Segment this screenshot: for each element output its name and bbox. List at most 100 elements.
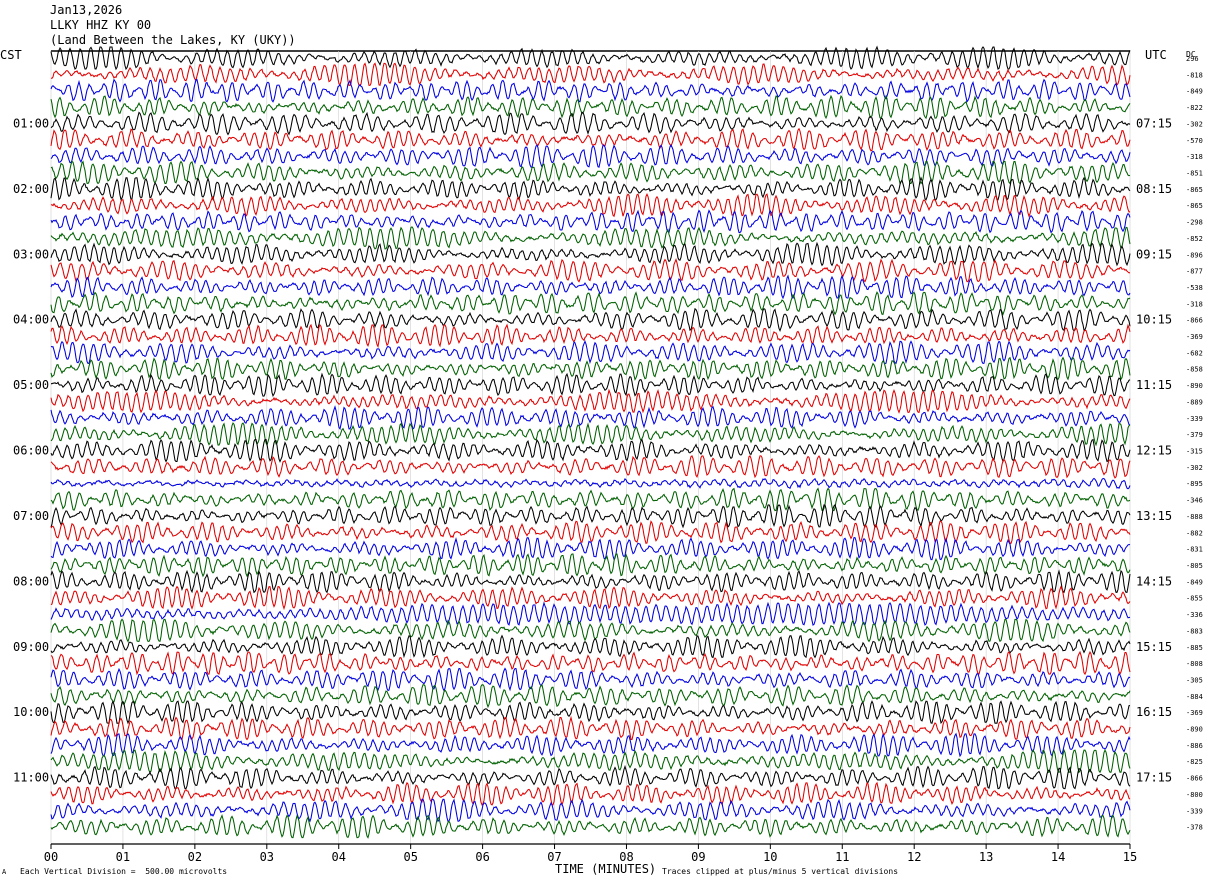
trace-line	[50, 536, 1131, 561]
trace-line	[50, 601, 1131, 627]
right-hour-label: 13:15	[1136, 509, 1172, 523]
left-hour-label: 04:00	[13, 313, 49, 327]
x-tick-label: 12	[907, 850, 921, 864]
trace-line	[50, 160, 1131, 185]
dc-offset-label: -369	[1186, 333, 1203, 341]
trace-line	[50, 764, 1131, 790]
trace-line	[50, 732, 1131, 758]
dc-offset-label: -889	[1186, 398, 1203, 406]
trace-line	[50, 814, 1131, 839]
dc-offset-label: -886	[1186, 742, 1203, 750]
dc-offset-label: -866	[1186, 317, 1203, 325]
dc-offset-label: -538	[1186, 284, 1203, 292]
trace-line	[50, 176, 1131, 201]
chart-title-date: Jan13,2026	[50, 3, 123, 17]
x-tick-label: 11	[835, 850, 849, 864]
trace-line	[50, 438, 1131, 463]
trace-line	[50, 127, 1131, 152]
dc-offset-label: -895	[1186, 480, 1203, 488]
trace-line	[50, 477, 1131, 490]
x-tick-label: 13	[979, 850, 993, 864]
trace-line	[50, 144, 1131, 169]
left-hour-label: 02:00	[13, 182, 49, 196]
x-tick-label: 04	[331, 850, 345, 864]
trace-line	[50, 62, 1131, 87]
dc-offset-label: -305	[1186, 677, 1203, 685]
trace-line	[50, 520, 1131, 544]
dc-offset-label: -369	[1186, 709, 1203, 717]
trace-line	[50, 226, 1131, 250]
dc-offset-label: -379	[1186, 431, 1203, 439]
right-timezone-label: UTC	[1145, 48, 1167, 62]
right-hour-label: 15:15	[1136, 640, 1172, 654]
x-tick-label: 09	[691, 850, 705, 864]
dc-offset-label: -825	[1186, 758, 1203, 766]
right-hour-label: 12:15	[1136, 444, 1172, 458]
trace-line	[50, 650, 1131, 676]
trace-line	[50, 455, 1131, 479]
dc-offset-label: -882	[1186, 529, 1203, 537]
dc-offset-label: -298	[1186, 219, 1203, 227]
x-tick-label: 03	[260, 850, 274, 864]
trace-line	[50, 715, 1131, 741]
dc-offset-label: -890	[1186, 726, 1203, 734]
trace-line	[50, 241, 1131, 267]
left-hour-label: 10:00	[13, 705, 49, 719]
right-hour-label: 11:15	[1136, 378, 1172, 392]
trace-line	[50, 700, 1131, 725]
x-axis-title: TIME (MINUTES)	[555, 862, 657, 876]
right-hour-label: 10:15	[1136, 313, 1172, 327]
trace-line	[50, 78, 1131, 103]
trace-line	[50, 487, 1131, 512]
left-hour-label: 09:00	[13, 640, 49, 654]
left-hour-label: 06:00	[13, 444, 49, 458]
dc-offset-label: -896	[1186, 251, 1203, 259]
x-tick-label: 00	[44, 850, 58, 864]
clip-note: Traces clipped at plus/minus 5 vertical …	[662, 867, 899, 876]
dc-offset-label: -682	[1186, 349, 1203, 357]
right-hour-label: 07:15	[1136, 116, 1172, 130]
dc-offset-label: -849	[1186, 578, 1203, 586]
dc-offset-label: -805	[1186, 562, 1203, 570]
left-hour-label: 11:00	[13, 771, 49, 785]
trace-line	[51, 372, 1131, 398]
dc-offset-label: -858	[1186, 366, 1203, 374]
trace-line	[50, 291, 1131, 316]
trace-group	[50, 45, 1131, 839]
left-hour-label: 01:00	[13, 116, 49, 130]
dc-offset-label: -884	[1186, 693, 1203, 701]
trace-line	[50, 748, 1131, 774]
dc-offset-label: -346	[1186, 497, 1203, 505]
trace-line	[50, 503, 1131, 529]
corner-mark: A	[2, 868, 7, 876]
dc-offset-label: -318	[1186, 300, 1203, 308]
dc-offset-label: -831	[1186, 546, 1203, 554]
right-hour-label: 14:15	[1136, 574, 1172, 588]
dc-offset-label: -865	[1186, 186, 1203, 194]
x-tick-label: 15	[1123, 850, 1137, 864]
dc-offset-label: -339	[1186, 415, 1203, 423]
left-hour-label: 05:00	[13, 378, 49, 392]
dc-offset-label: -302	[1186, 464, 1203, 472]
trace-line	[50, 339, 1131, 365]
x-tick-label: 02	[188, 850, 202, 864]
trace-line	[50, 209, 1131, 234]
x-tick-label: 06	[475, 850, 489, 864]
x-tick-label: 10	[763, 850, 777, 864]
dc-offset-label: -570	[1186, 137, 1203, 145]
dc-offset-label: -851	[1186, 170, 1203, 178]
chart-title-location: (Land Between the Lakes, KY (UKY))	[50, 33, 296, 47]
trace-line	[50, 569, 1131, 594]
dc-offset-label: -800	[1186, 791, 1203, 799]
chart-title-station: LLKY HHZ KY 00	[50, 18, 152, 32]
dc-offset-label: -885	[1186, 644, 1203, 652]
right-hour-label: 08:15	[1136, 182, 1172, 196]
dc-offset-label: -852	[1186, 235, 1203, 243]
dc-offset-label: -378	[1186, 824, 1203, 832]
x-tick-label: 07	[547, 850, 561, 864]
trace-line	[50, 781, 1131, 807]
dc-offset-label: -315	[1186, 448, 1203, 456]
dc-offset-label: -865	[1186, 202, 1203, 210]
dc-offset-label: -888	[1186, 513, 1203, 521]
